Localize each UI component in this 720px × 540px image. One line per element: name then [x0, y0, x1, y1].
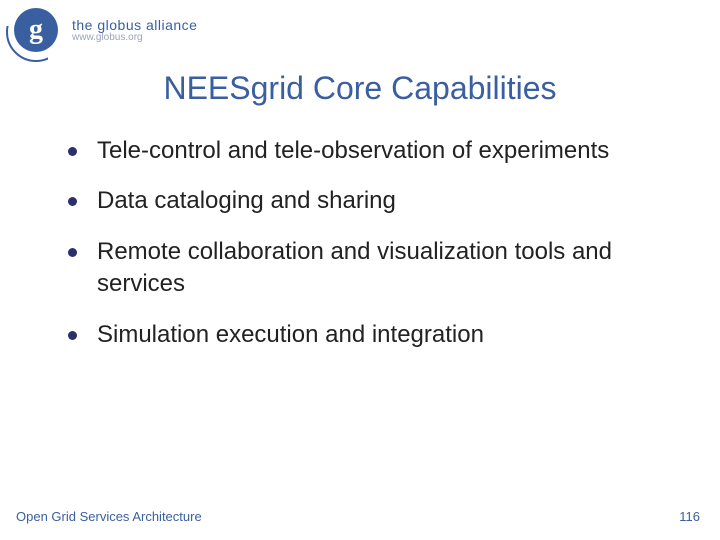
bullet-icon — [68, 331, 77, 340]
footer-left: Open Grid Services Architecture — [16, 509, 202, 524]
logo-area: g the globus alliance www.globus.org — [14, 8, 197, 52]
bullet-icon — [68, 197, 77, 206]
list-item: Remote collaboration and visualization t… — [68, 236, 670, 301]
logo-title: the globus alliance — [72, 17, 197, 33]
slide: g the globus alliance www.globus.org NEE… — [0, 0, 720, 540]
bullet-icon — [68, 248, 77, 257]
globus-logo-icon: g — [14, 8, 58, 52]
list-item: Simulation execution and integration — [68, 319, 670, 351]
slide-number: 116 — [679, 509, 700, 524]
logo-text-block: the globus alliance www.globus.org — [72, 17, 197, 43]
bullet-text: Tele-control and tele-observation of exp… — [97, 135, 609, 167]
list-item: Tele-control and tele-observation of exp… — [68, 135, 670, 167]
bullet-text: Simulation execution and integration — [97, 319, 484, 351]
bullet-text: Remote collaboration and visualization t… — [97, 236, 670, 301]
list-item: Data cataloging and sharing — [68, 185, 670, 217]
logo-letter: g — [29, 14, 43, 46]
slide-title: NEESgrid Core Capabilities — [0, 70, 720, 107]
bullet-list: Tele-control and tele-observation of exp… — [68, 135, 670, 369]
bullet-text: Data cataloging and sharing — [97, 185, 396, 217]
logo-url: www.globus.org — [72, 32, 197, 43]
bullet-icon — [68, 147, 77, 156]
